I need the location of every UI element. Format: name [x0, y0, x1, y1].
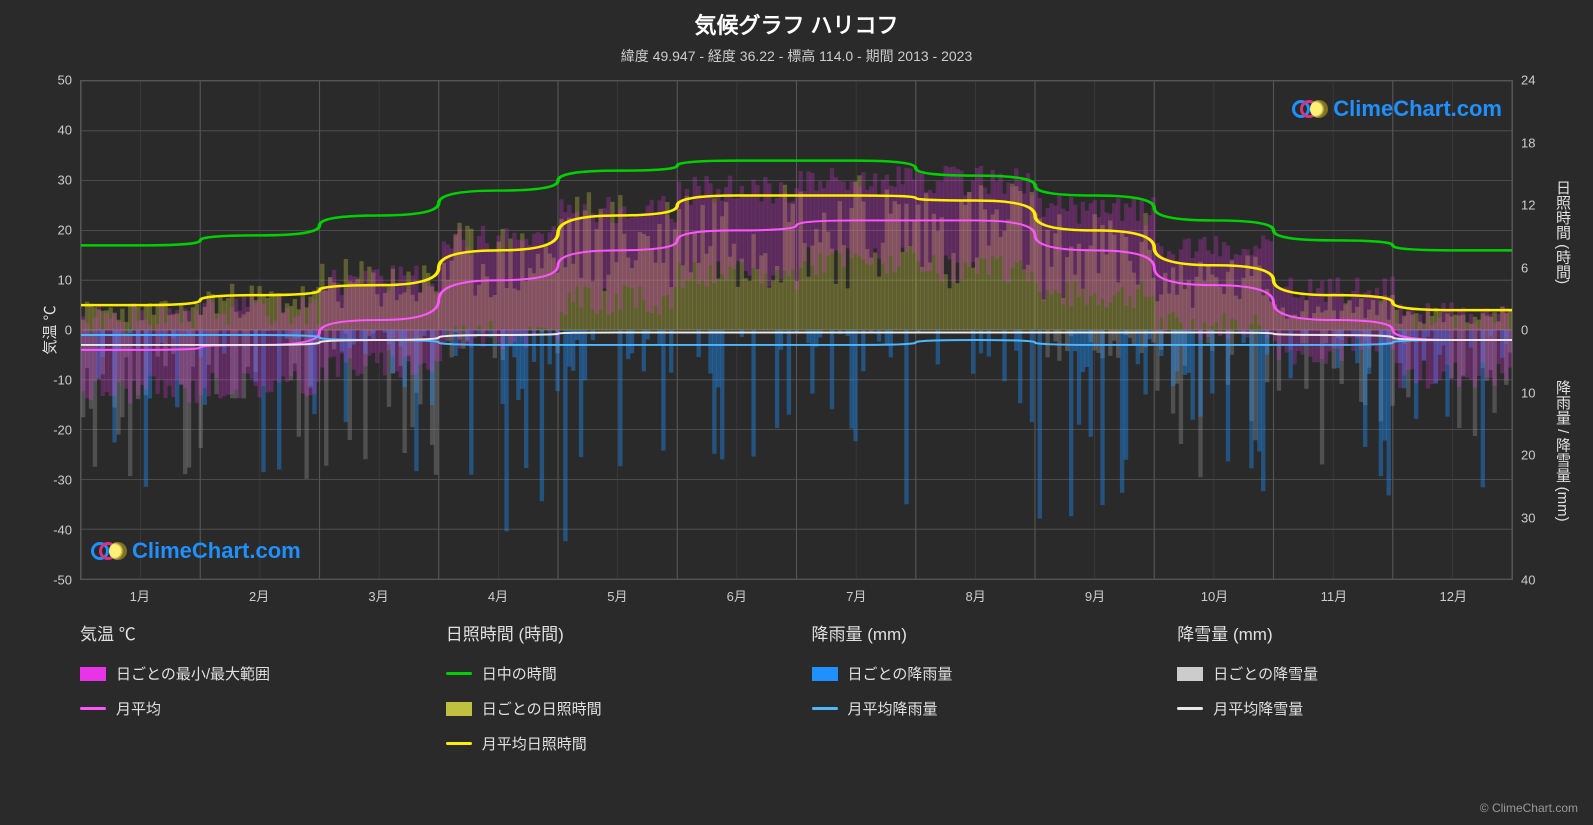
- legend-item: 日ごとの日照時間: [446, 698, 782, 719]
- legend-label: 日ごとの最小/最大範囲: [116, 663, 270, 684]
- legend-line-icon: [446, 672, 472, 675]
- legend: 気温 ℃ 日ごとの最小/最大範囲 月平均 日照時間 (時間) 日中の時間 日ごと…: [80, 620, 1513, 754]
- xtick-month: 1月: [130, 580, 150, 605]
- legend-swatch-icon: [812, 667, 838, 681]
- legend-label: 日ごとの日照時間: [482, 698, 602, 719]
- ytick-right-precip: 20: [1513, 448, 1535, 463]
- ytick-left: -30: [53, 473, 80, 488]
- legend-line-icon: [812, 707, 838, 710]
- ytick-right-precip: 10: [1513, 385, 1535, 400]
- watermark-top: ClimeChart.com: [1292, 96, 1502, 122]
- xtick-month: 7月: [846, 580, 866, 605]
- ytick-left: 40: [58, 123, 80, 138]
- climechart-logo-icon: [91, 540, 126, 562]
- legend-column: 日照時間 (時間) 日中の時間 日ごとの日照時間 月平均日照時間: [446, 620, 782, 754]
- xtick-month: 10月: [1201, 580, 1228, 605]
- ytick-left: -20: [53, 423, 80, 438]
- chart-title: 気候グラフ ハリコフ: [0, 0, 1593, 40]
- xtick-month: 12月: [1440, 580, 1467, 605]
- ytick-right-precip: 40: [1513, 573, 1535, 588]
- ytick-right-sun: 12: [1513, 198, 1535, 213]
- plot-region: ClimeChart.com ClimeChart.com: [80, 80, 1513, 580]
- legend-label: 月平均日照時間: [482, 733, 587, 754]
- legend-header: 日照時間 (時間): [446, 620, 782, 645]
- legend-swatch-icon: [446, 702, 472, 716]
- watermark-text: ClimeChart.com: [132, 538, 301, 564]
- legend-header: 降雨量 (mm): [812, 620, 1148, 645]
- climechart-logo-icon: [1292, 98, 1327, 120]
- ytick-left: 10: [58, 273, 80, 288]
- legend-swatch-icon: [80, 667, 106, 681]
- legend-item: 日ごとの最小/最大範囲: [80, 663, 416, 684]
- ytick-left: -50: [53, 573, 80, 588]
- copyright-text: © ClimeChart.com: [1480, 801, 1578, 815]
- legend-item: 日ごとの降雪量: [1177, 663, 1513, 684]
- y-axis-label-left: 気温 ℃: [39, 305, 60, 354]
- y-axis-label-right-bottom: 降雨量 / 降雪量 (mm): [1552, 380, 1573, 522]
- ytick-right-sun: 18: [1513, 135, 1535, 150]
- legend-label: 日ごとの降雪量: [1213, 663, 1318, 684]
- xtick-month: 9月: [1085, 580, 1105, 605]
- legend-label: 月平均降雪量: [1213, 698, 1303, 719]
- legend-column: 気温 ℃ 日ごとの最小/最大範囲 月平均: [80, 620, 416, 754]
- xtick-month: 11月: [1321, 580, 1348, 605]
- ytick-left: 30: [58, 173, 80, 188]
- legend-header: 気温 ℃: [80, 620, 416, 645]
- chart-subtitle: 緯度 49.947 - 経度 36.22 - 標高 114.0 - 期間 201…: [0, 40, 1593, 66]
- legend-item: 日ごとの降雨量: [812, 663, 1148, 684]
- chart-plot-area: ClimeChart.com ClimeChart.com -50-40-30-…: [80, 80, 1513, 580]
- y-axis-label-right-top: 日照時間 (時間): [1552, 180, 1573, 284]
- ytick-left: -40: [53, 523, 80, 538]
- xtick-month: 5月: [607, 580, 627, 605]
- legend-label: 日中の時間: [482, 663, 557, 684]
- ytick-right-precip: 30: [1513, 510, 1535, 525]
- legend-line-icon: [446, 742, 472, 745]
- ytick-left: 0: [65, 323, 80, 338]
- climate-chart-container: 気候グラフ ハリコフ 緯度 49.947 - 経度 36.22 - 標高 114…: [0, 0, 1593, 825]
- legend-header: 降雪量 (mm): [1177, 620, 1513, 645]
- legend-label: 月平均降雨量: [848, 698, 938, 719]
- ytick-right-sun: 6: [1513, 260, 1528, 275]
- plot-svg: [81, 81, 1512, 579]
- ytick-left: 50: [58, 73, 80, 88]
- legend-item: 月平均: [80, 698, 416, 719]
- watermark-bottom: ClimeChart.com: [91, 538, 301, 564]
- legend-item: 月平均降雨量: [812, 698, 1148, 719]
- legend-line-icon: [1177, 707, 1203, 710]
- legend-label: 日ごとの降雨量: [848, 663, 953, 684]
- legend-swatch-icon: [1177, 667, 1203, 681]
- xtick-month: 4月: [488, 580, 508, 605]
- xtick-month: 8月: [966, 580, 986, 605]
- ytick-left: 20: [58, 223, 80, 238]
- ytick-right-sun: 0: [1513, 323, 1528, 338]
- xtick-month: 2月: [249, 580, 269, 605]
- legend-column: 降雪量 (mm) 日ごとの降雪量 月平均降雪量: [1177, 620, 1513, 754]
- legend-column: 降雨量 (mm) 日ごとの降雨量 月平均降雨量: [812, 620, 1148, 754]
- watermark-text: ClimeChart.com: [1333, 96, 1502, 122]
- legend-item: 月平均降雪量: [1177, 698, 1513, 719]
- xtick-month: 3月: [368, 580, 388, 605]
- ytick-left: -10: [53, 373, 80, 388]
- legend-item: 日中の時間: [446, 663, 782, 684]
- legend-line-icon: [80, 707, 106, 710]
- legend-item: 月平均日照時間: [446, 733, 782, 754]
- legend-label: 月平均: [116, 698, 161, 719]
- xtick-month: 6月: [727, 580, 747, 605]
- ytick-right-sun: 24: [1513, 73, 1535, 88]
